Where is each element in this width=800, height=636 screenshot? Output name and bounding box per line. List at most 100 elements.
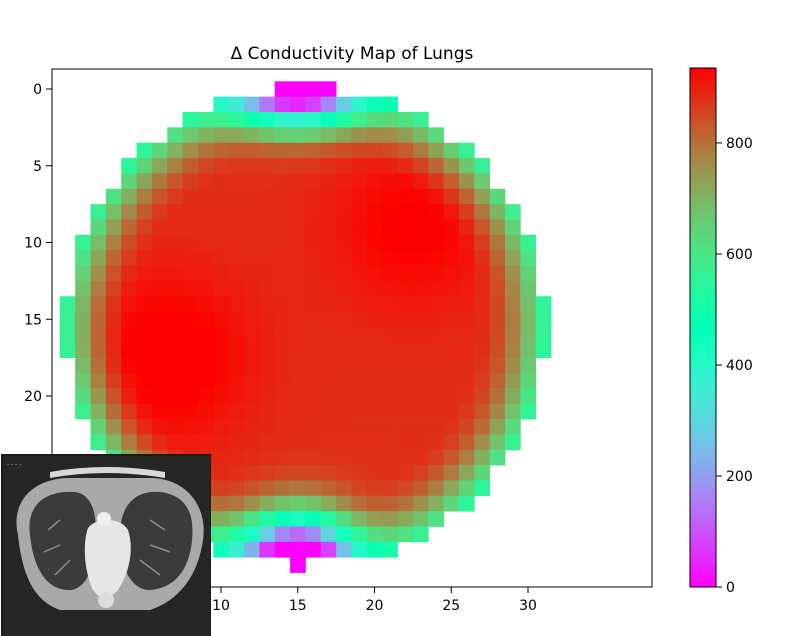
heatmap-cell bbox=[382, 388, 398, 405]
heatmap-cell bbox=[305, 419, 322, 435]
heatmap-cell bbox=[351, 449, 368, 466]
heatmap-cell bbox=[397, 495, 414, 512]
heatmap-cell bbox=[305, 81, 322, 98]
x-tick-label: 30 bbox=[519, 598, 537, 614]
heatmap-cell bbox=[458, 403, 475, 420]
heatmap-cell bbox=[59, 296, 76, 312]
heatmap-cell bbox=[182, 112, 199, 128]
heatmap-cell bbox=[443, 280, 460, 297]
heatmap-cell bbox=[474, 158, 491, 174]
heatmap-cell bbox=[167, 311, 184, 328]
heatmap-cell bbox=[75, 388, 91, 405]
heatmap-cell bbox=[228, 342, 245, 359]
heatmap-cell bbox=[320, 403, 337, 420]
heatmap-cell bbox=[412, 526, 429, 543]
heatmap-cell bbox=[167, 434, 184, 451]
heatmap-cell bbox=[336, 219, 352, 236]
heatmap-cell bbox=[290, 419, 306, 435]
heatmap-cell bbox=[320, 434, 337, 451]
heatmap-cell bbox=[213, 434, 230, 451]
heatmap-cell bbox=[136, 296, 153, 312]
heatmap-cell bbox=[213, 173, 230, 190]
heatmap-cell bbox=[428, 372, 444, 389]
heatmap-cell bbox=[443, 326, 460, 343]
heatmap-cell bbox=[182, 403, 199, 420]
heatmap-cell bbox=[489, 280, 506, 297]
heatmap-cell bbox=[504, 204, 521, 220]
heatmap-cell bbox=[290, 511, 306, 527]
heatmap-cell bbox=[443, 188, 460, 205]
heatmap-cell bbox=[244, 434, 260, 451]
heatmap-cell bbox=[213, 265, 230, 282]
heatmap-cell bbox=[167, 388, 184, 405]
heatmap-cell bbox=[213, 311, 230, 328]
heatmap-cell bbox=[474, 204, 491, 220]
heatmap-cell bbox=[228, 480, 245, 497]
heatmap-cell bbox=[474, 419, 491, 435]
heatmap-cell bbox=[197, 142, 214, 159]
heatmap-cell bbox=[228, 296, 245, 312]
heatmap-cell bbox=[213, 403, 230, 420]
heatmap-cell bbox=[228, 112, 245, 128]
heatmap-cell bbox=[167, 188, 184, 205]
heatmap-cell bbox=[320, 96, 337, 113]
heatmap-cell bbox=[351, 465, 368, 481]
heatmap-cell bbox=[197, 419, 214, 435]
heatmap-cell bbox=[382, 219, 398, 236]
heatmap-cell bbox=[259, 280, 276, 297]
heatmap-cell bbox=[366, 465, 383, 481]
heatmap-cell bbox=[90, 434, 107, 451]
heatmap-cell bbox=[259, 495, 276, 512]
heatmap-cell bbox=[382, 250, 398, 266]
heatmap-cell bbox=[366, 96, 383, 113]
heatmap-cell bbox=[259, 188, 276, 205]
heatmap-cell bbox=[412, 112, 429, 128]
heatmap-cell bbox=[382, 204, 398, 220]
heatmap-cell bbox=[90, 342, 107, 359]
heatmap-cell bbox=[366, 434, 383, 451]
x-tick-label: 25 bbox=[442, 598, 460, 614]
heatmap-cell bbox=[290, 357, 306, 374]
heatmap-cell bbox=[428, 142, 444, 159]
heatmap-cell bbox=[305, 511, 322, 527]
heatmap-cell bbox=[320, 388, 337, 405]
heatmap-cell bbox=[366, 158, 383, 174]
heatmap-cell bbox=[228, 511, 245, 527]
heatmap-cell bbox=[213, 234, 230, 251]
heatmap-cell bbox=[397, 173, 414, 190]
heatmap-cell bbox=[228, 158, 245, 174]
heatmap-cell bbox=[244, 265, 260, 282]
heatmap-cell bbox=[428, 311, 444, 328]
heatmap-cell bbox=[474, 434, 491, 451]
heatmap-cell bbox=[520, 234, 537, 251]
heatmap-cell bbox=[428, 158, 444, 174]
heatmap-cell bbox=[274, 495, 291, 512]
heatmap-cell bbox=[90, 388, 107, 405]
heatmap-cell bbox=[151, 311, 168, 328]
heatmap-cell bbox=[412, 250, 429, 266]
heatmap-cell bbox=[228, 526, 245, 543]
heatmap-cell bbox=[489, 265, 506, 282]
heatmap-cell bbox=[290, 495, 306, 512]
heatmap-cell bbox=[197, 112, 214, 128]
heatmap-cell bbox=[520, 372, 537, 389]
heatmap-cell bbox=[197, 234, 214, 251]
heatmap-cell bbox=[136, 234, 153, 251]
heatmap-cell bbox=[290, 388, 306, 405]
heatmap-cell bbox=[474, 250, 491, 266]
colorbar-tick-label: 400 bbox=[726, 358, 753, 374]
heatmap-cell bbox=[290, 158, 306, 174]
heatmap-cell bbox=[489, 311, 506, 328]
heatmap-cell bbox=[320, 449, 337, 466]
heatmap-cell bbox=[274, 112, 291, 128]
heatmap-cell bbox=[428, 419, 444, 435]
heatmap-cell bbox=[351, 403, 368, 420]
heatmap-cell bbox=[59, 342, 76, 359]
heatmap-cell bbox=[197, 296, 214, 312]
heatmap-cell bbox=[443, 204, 460, 220]
heatmap-cell bbox=[366, 326, 383, 343]
heatmap-cell bbox=[274, 326, 291, 343]
heatmap-cell bbox=[366, 142, 383, 159]
heatmap-cell bbox=[412, 495, 429, 512]
